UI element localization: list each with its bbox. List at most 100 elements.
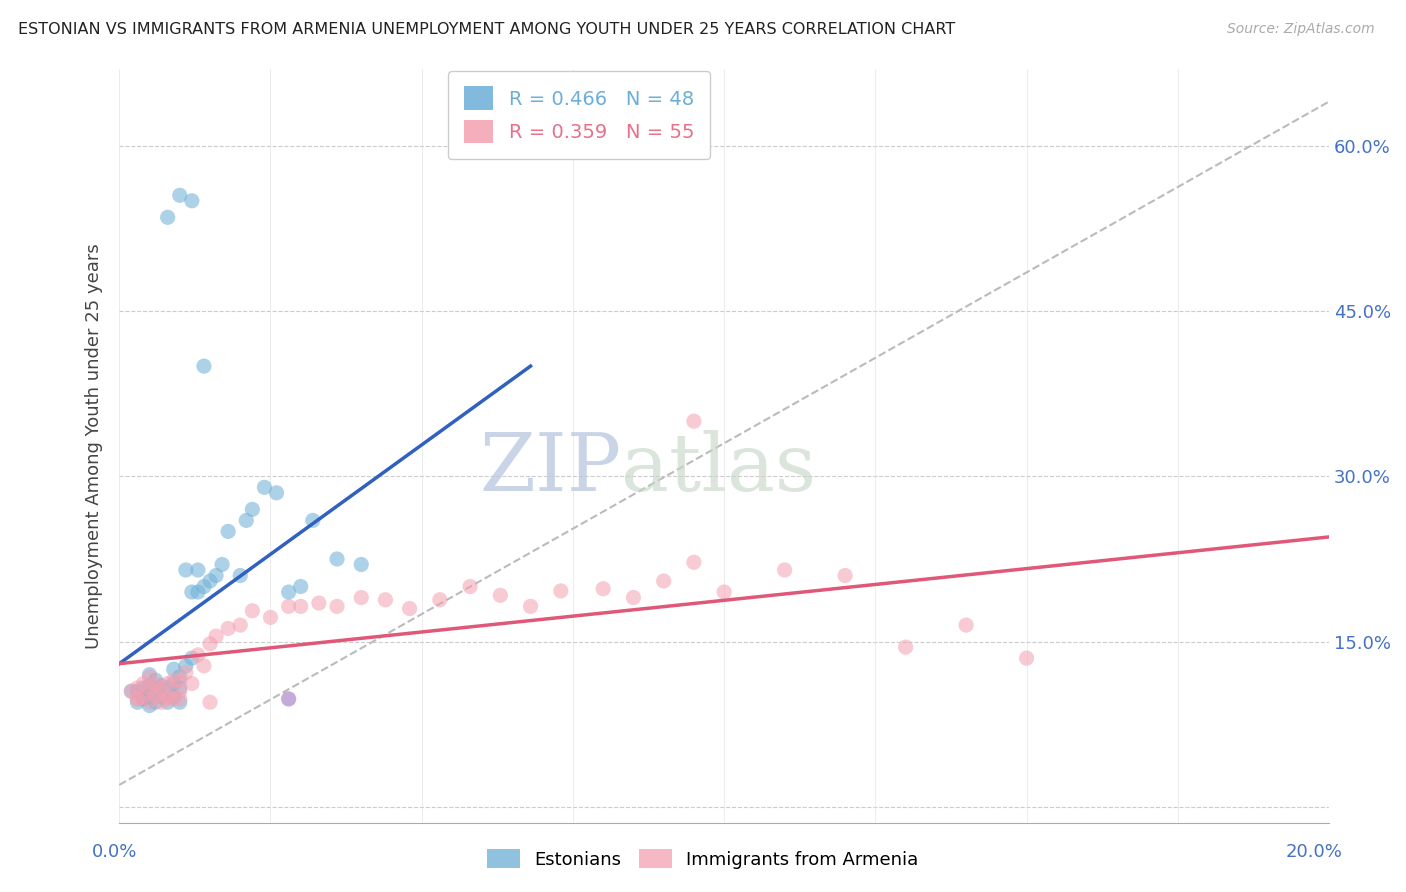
- Text: 0.0%: 0.0%: [91, 843, 136, 861]
- Point: [187, 648, 209, 662]
- Point: [308, 596, 330, 610]
- Point: [150, 679, 173, 693]
- Text: ZIP: ZIP: [479, 430, 621, 508]
- Point: [229, 568, 252, 582]
- Point: [187, 585, 209, 599]
- Point: [169, 673, 191, 688]
- Point: [180, 676, 202, 690]
- Point: [150, 690, 173, 704]
- Point: [169, 670, 191, 684]
- Point: [127, 692, 149, 706]
- Point: [326, 552, 349, 566]
- Point: [374, 592, 396, 607]
- Text: ESTONIAN VS IMMIGRANTS FROM ARMENIA UNEMPLOYMENT AMONG YOUTH UNDER 25 YEARS CORR: ESTONIAN VS IMMIGRANTS FROM ARMENIA UNEM…: [18, 22, 956, 37]
- Point: [156, 211, 179, 225]
- Point: [150, 695, 173, 709]
- Point: [127, 681, 149, 695]
- Point: [683, 555, 706, 569]
- Point: [163, 662, 186, 676]
- Point: [259, 610, 281, 624]
- Point: [180, 585, 202, 599]
- Point: [132, 681, 155, 695]
- Point: [156, 695, 179, 709]
- Point: [834, 568, 856, 582]
- Point: [156, 690, 179, 704]
- Point: [398, 601, 420, 615]
- Point: [132, 676, 155, 690]
- Point: [955, 618, 977, 632]
- Point: [169, 692, 191, 706]
- Point: [145, 684, 167, 698]
- Point: [458, 580, 481, 594]
- Point: [163, 676, 186, 690]
- Point: [138, 667, 160, 681]
- Point: [180, 651, 202, 665]
- Point: [127, 692, 149, 706]
- Point: [163, 690, 186, 704]
- Text: Source: ZipAtlas.com: Source: ZipAtlas.com: [1227, 22, 1375, 37]
- Point: [205, 629, 228, 643]
- Point: [174, 658, 197, 673]
- Point: [163, 673, 186, 688]
- Point: [156, 676, 179, 690]
- Point: [145, 690, 167, 704]
- Point: [145, 676, 167, 690]
- Point: [145, 684, 167, 698]
- Point: [138, 698, 160, 713]
- Point: [132, 692, 155, 706]
- Point: [174, 665, 197, 680]
- Point: [229, 618, 252, 632]
- Point: [277, 599, 299, 614]
- Point: [205, 568, 228, 582]
- Point: [145, 673, 167, 688]
- Point: [150, 681, 173, 695]
- Point: [592, 582, 614, 596]
- Point: [350, 591, 373, 605]
- Point: [127, 695, 149, 709]
- Point: [240, 604, 263, 618]
- Point: [683, 414, 706, 428]
- Point: [187, 563, 209, 577]
- Point: [156, 681, 179, 695]
- Point: [429, 592, 451, 607]
- Point: [138, 695, 160, 709]
- Point: [138, 690, 160, 704]
- Point: [290, 580, 312, 594]
- Point: [163, 692, 186, 706]
- Point: [240, 502, 263, 516]
- Point: [138, 679, 160, 693]
- Y-axis label: Unemployment Among Youth under 25 years: Unemployment Among Youth under 25 years: [86, 244, 103, 648]
- Point: [253, 480, 276, 494]
- Point: [132, 690, 155, 704]
- Point: [138, 670, 160, 684]
- Text: atlas: atlas: [621, 430, 817, 508]
- Point: [138, 681, 160, 695]
- Point: [169, 188, 191, 202]
- Point: [350, 558, 373, 572]
- Point: [519, 599, 541, 614]
- Point: [773, 563, 796, 577]
- Point: [211, 558, 233, 572]
- Point: [652, 574, 675, 588]
- Point: [277, 585, 299, 599]
- Point: [198, 637, 221, 651]
- Point: [169, 681, 191, 695]
- Legend: Estonians, Immigrants from Armenia: Estonians, Immigrants from Armenia: [481, 842, 925, 876]
- Point: [127, 684, 149, 698]
- Point: [1015, 651, 1038, 665]
- Point: [235, 513, 257, 527]
- Point: [120, 684, 142, 698]
- Point: [550, 583, 572, 598]
- Point: [169, 684, 191, 698]
- Point: [217, 621, 239, 635]
- Point: [489, 588, 512, 602]
- Point: [266, 486, 288, 500]
- Text: 20.0%: 20.0%: [1286, 843, 1343, 861]
- Point: [120, 684, 142, 698]
- Point: [290, 599, 312, 614]
- Point: [193, 580, 215, 594]
- Point: [193, 359, 215, 373]
- Point: [894, 640, 917, 654]
- Point: [623, 591, 645, 605]
- Point: [180, 194, 202, 208]
